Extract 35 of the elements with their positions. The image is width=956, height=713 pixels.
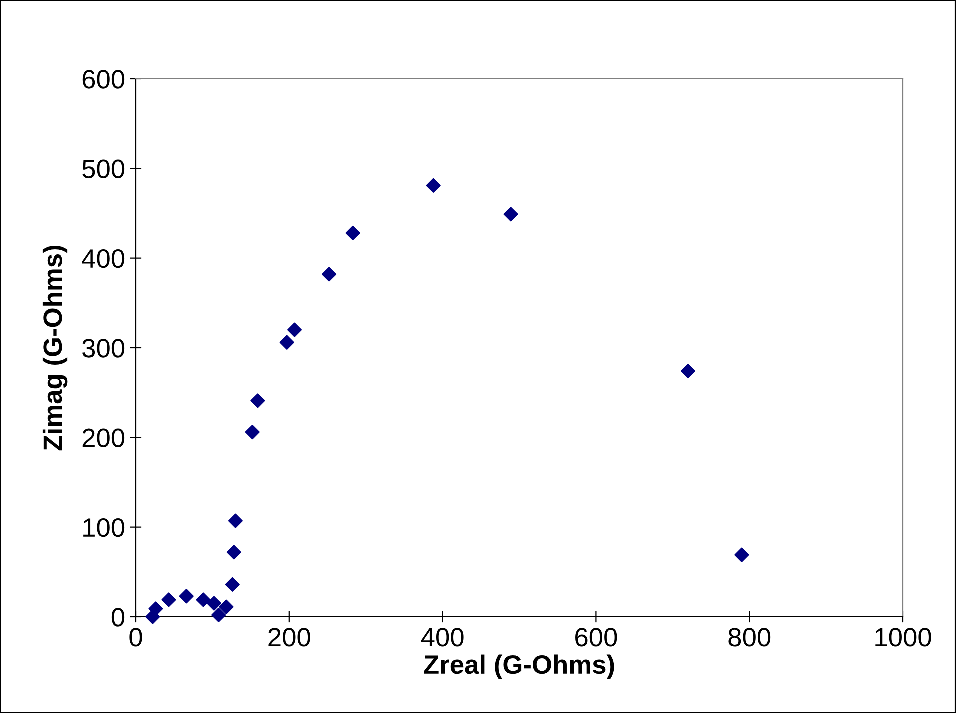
x-axis-title: Zreal (G-Ohms) <box>424 654 614 680</box>
point <box>162 592 176 608</box>
point <box>212 608 226 622</box>
point <box>206 596 222 611</box>
x-tick-label: 200 <box>268 628 310 647</box>
point <box>504 207 518 222</box>
x-tick-label: 600 <box>576 628 618 647</box>
x-tick-label: 0 <box>130 628 142 647</box>
point <box>322 267 337 282</box>
y-tick-label: 600 <box>82 70 125 89</box>
y-tick-label: 200 <box>82 428 125 448</box>
point <box>219 600 234 614</box>
point <box>228 514 243 528</box>
point <box>287 322 302 338</box>
point <box>346 226 360 241</box>
point <box>196 592 211 608</box>
y-axis-title: Zimag (G-Ohms) <box>42 246 68 451</box>
x-tick-label: 1000 <box>876 628 932 647</box>
point <box>148 602 164 616</box>
point <box>250 394 266 408</box>
y-tick-label: 400 <box>82 249 125 268</box>
point <box>680 364 696 379</box>
y-tick-label: 0 <box>112 608 125 627</box>
point <box>280 335 294 350</box>
y-tick-label: 500 <box>82 160 125 178</box>
point <box>426 178 441 193</box>
point <box>245 425 260 440</box>
x-tick-label: 800 <box>728 628 771 647</box>
x-tick-label: 400 <box>421 628 464 647</box>
y-tick-label: 100 <box>84 518 125 538</box>
point <box>225 577 240 592</box>
point <box>226 545 242 560</box>
point <box>179 589 194 604</box>
y-tick-label: 300 <box>82 339 125 358</box>
point <box>734 548 750 562</box>
